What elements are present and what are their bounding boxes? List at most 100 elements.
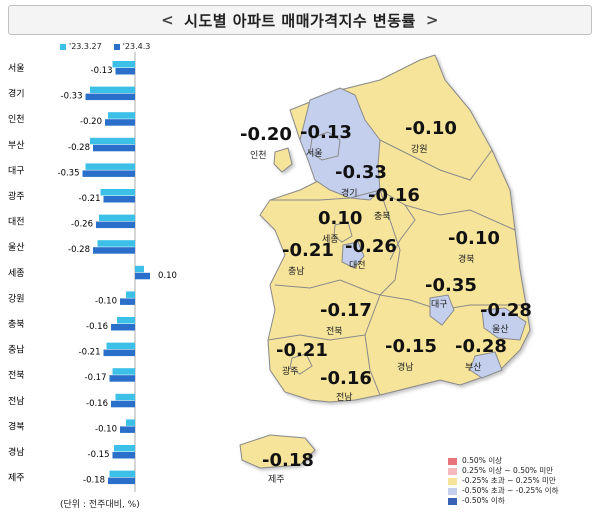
korea-map [239,54,531,469]
chevron-left-icon: < [161,11,175,29]
map-legend-row: -0.50% 이하 [448,496,558,506]
map-border-chungbuk [379,189,401,296]
map-region-name: 대구 [431,300,448,310]
bar-curr [82,170,135,177]
map-region-name: 울산 [492,325,509,335]
map-value-label: -0.13 [300,122,352,143]
data-label: 0.10 [158,271,177,281]
data-label: -0.28 [68,143,90,153]
map-legend-row: -0.25% 초과 ~ 0.25% 미만 [448,476,558,486]
category-label: 세종 [8,268,25,279]
map-value-label: 0.10 [318,208,363,229]
map-region-jeju [239,434,316,469]
data-label: -0.21 [79,348,101,358]
data-label: -0.18 [83,476,105,486]
bar-prev [112,368,135,375]
map-value-label: -0.18 [262,450,314,471]
data-label: -0.33 [61,92,83,102]
bar-prev [97,240,135,247]
map-region-ulsan [481,307,527,341]
map-legend-label: 0.25% 이상 ~ 0.50% 미만 [462,466,554,475]
map-legend-swatch [448,477,457,485]
map-region-name: 강원 [411,145,428,155]
category-label: 제주 [8,473,25,484]
bar-curr [105,119,135,126]
category-label: 충북 [8,319,25,330]
bar-curr [103,349,135,357]
map-legend-label: -0.25% 초과 ~ 0.25% 미만 [462,476,556,485]
category-label: 경북 [8,420,25,432]
map-value-label: -0.16 [320,368,372,389]
bar-prev [135,265,144,273]
data-label: -0.13 [91,66,113,76]
bar-prev [126,291,135,298]
bar-curr [111,400,135,408]
map-legend-label: 0.50% 이상 [462,456,503,465]
map-value-label: -0.28 [455,336,507,357]
map-region-sejong [333,221,353,243]
map-region-name: 경남 [397,363,414,373]
map-region-name: 광주 [282,367,299,377]
category-label: 인천 [8,114,25,125]
bar-prev [106,342,135,350]
map-border-jeonbuk [274,279,381,296]
map-value-label: -0.21 [276,340,328,361]
map-region-name: 대전 [349,261,366,271]
bar-chart: 서울 -0.13 경기 -0.33 인천 -0.20 부산 -0.28 대구 -0.35 광주 -0.… [8,52,177,492]
bar-prev [109,470,135,478]
bar-prev [126,419,135,426]
map-border-gangwon [379,139,493,181]
map-legend-swatch [448,467,457,475]
category-label: 대구 [8,165,25,176]
category-label: 광주 [8,190,25,202]
map-region-name: 전남 [336,393,353,403]
bar-curr [93,247,135,254]
map-legend-swatch [448,497,457,505]
category-label: 충남 [8,345,25,356]
legend-label-1: '23.3.27 [69,42,102,51]
map-value-label: -0.10 [448,228,500,249]
bar-prev [85,163,135,170]
map-region-seoul [309,131,341,161]
chart-title: 시도별 아파트 매매가격지수 변동률 [184,11,416,30]
bar-prev [115,393,135,401]
bar-curr [120,426,135,433]
map-value-label: -0.26 [345,236,397,257]
bar-prev [99,214,135,222]
unit-note: (단위 : 전주대비, %) [60,500,140,510]
category-label: 전북 [8,370,25,381]
bar-prev [100,189,135,196]
map-region-name: 세종 [322,235,339,245]
data-label: -0.16 [86,399,108,409]
map-border-gyeongnam [364,294,526,336]
bar-prev [117,317,135,324]
chart-title-box: < 시도별 아파트 매매가격지수 변동률 > [8,5,592,35]
map-region-incheon [273,147,293,173]
data-label: -0.16 [86,322,108,332]
bar-curr [115,68,135,75]
map-value-label: -0.20 [240,124,292,145]
legend-swatch-1 [60,43,66,50]
bar-curr [109,375,135,382]
map-legend-row: -0.50% 초과 ~ -0.25% 이하 [448,486,558,496]
map-legend-row: 0.25% 이상 ~ 0.50% 미만 [448,466,558,476]
bar-curr [96,221,135,229]
chevron-right-icon: > [425,11,439,29]
bar-prev [108,112,135,119]
map-region-name: 인천 [250,151,267,161]
map-legend-label: -0.50% 초과 ~ -0.25% 이하 [462,486,559,495]
bar-prev [112,61,135,68]
map-legend-swatch [448,487,457,495]
data-label: -0.17 [85,373,107,383]
data-label: -0.15 [88,450,110,460]
map-value-label: -0.33 [335,162,387,183]
map-region-name: 전북 [326,327,343,337]
map-legend: 0.50% 이상 0.25% 이상 ~ 0.50% 미만 -0.25% 초과 ~… [448,456,558,506]
map-region-name: 서울 [306,149,323,159]
map-legend-swatch [448,457,457,465]
bar-curr [120,298,135,305]
category-label: 전남 [8,396,25,407]
map-value-label: -0.10 [405,118,457,139]
bar-curr [112,452,135,459]
bar-curr [85,93,135,101]
